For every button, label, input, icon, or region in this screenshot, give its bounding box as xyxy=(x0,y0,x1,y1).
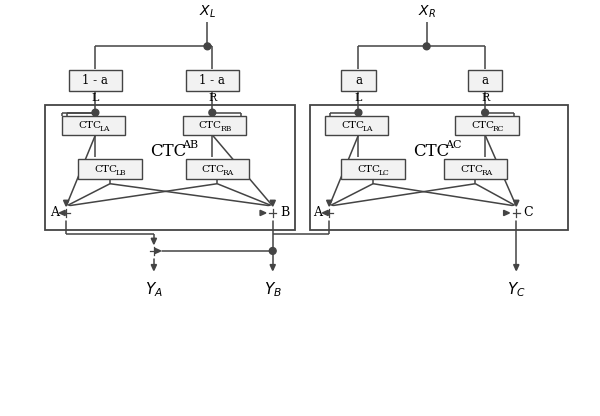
Text: LB: LB xyxy=(116,169,127,177)
Text: RA: RA xyxy=(223,169,234,177)
Text: AC: AC xyxy=(445,140,461,150)
FancyBboxPatch shape xyxy=(185,70,239,91)
Text: CTC: CTC xyxy=(472,121,494,130)
Text: RC: RC xyxy=(493,125,505,133)
FancyBboxPatch shape xyxy=(341,70,376,91)
Polygon shape xyxy=(270,200,275,206)
Text: RB: RB xyxy=(220,125,232,133)
Text: $Y_C$: $Y_C$ xyxy=(507,280,526,299)
Polygon shape xyxy=(322,210,328,215)
Text: AB: AB xyxy=(182,140,198,150)
FancyBboxPatch shape xyxy=(310,105,568,230)
Text: B: B xyxy=(280,206,289,219)
FancyBboxPatch shape xyxy=(45,105,295,230)
Text: CTC: CTC xyxy=(341,121,364,130)
Text: LC: LC xyxy=(379,169,389,177)
Text: R: R xyxy=(208,93,217,103)
Circle shape xyxy=(322,206,336,220)
Polygon shape xyxy=(151,238,157,244)
FancyBboxPatch shape xyxy=(325,116,388,135)
FancyBboxPatch shape xyxy=(62,116,125,135)
Text: LA: LA xyxy=(100,125,110,133)
Polygon shape xyxy=(270,265,275,270)
Text: $X_L$: $X_L$ xyxy=(199,4,216,20)
Circle shape xyxy=(209,109,216,116)
Text: CTC: CTC xyxy=(413,143,449,160)
Text: $X_R$: $X_R$ xyxy=(418,4,436,20)
Circle shape xyxy=(269,248,276,254)
Text: $Y_A$: $Y_A$ xyxy=(145,280,163,299)
Text: 1 - a: 1 - a xyxy=(82,74,109,87)
Text: CTC: CTC xyxy=(95,165,118,173)
Circle shape xyxy=(147,244,161,258)
Text: LA: LA xyxy=(362,125,373,133)
Text: RA: RA xyxy=(481,169,493,177)
Text: L: L xyxy=(92,93,99,103)
Text: CTC: CTC xyxy=(78,121,101,130)
Text: a: a xyxy=(355,74,362,87)
Text: A: A xyxy=(50,206,59,219)
Polygon shape xyxy=(503,210,509,215)
Circle shape xyxy=(423,43,430,50)
Text: C: C xyxy=(523,206,533,219)
Text: $Y_B$: $Y_B$ xyxy=(264,280,281,299)
Polygon shape xyxy=(326,200,332,206)
Circle shape xyxy=(482,109,488,116)
Polygon shape xyxy=(155,248,161,254)
Circle shape xyxy=(204,43,211,50)
Text: CTC: CTC xyxy=(202,165,225,173)
Text: L: L xyxy=(355,93,362,103)
FancyBboxPatch shape xyxy=(468,70,502,91)
Text: 1 - a: 1 - a xyxy=(199,74,225,87)
FancyBboxPatch shape xyxy=(182,116,246,135)
Polygon shape xyxy=(59,210,65,215)
Polygon shape xyxy=(514,265,519,270)
Text: CTC: CTC xyxy=(199,121,222,130)
Polygon shape xyxy=(260,210,266,215)
FancyBboxPatch shape xyxy=(79,159,142,179)
Circle shape xyxy=(355,109,362,116)
FancyBboxPatch shape xyxy=(341,159,405,179)
FancyBboxPatch shape xyxy=(444,159,507,179)
FancyBboxPatch shape xyxy=(68,70,122,91)
Circle shape xyxy=(59,206,73,220)
Text: CTC: CTC xyxy=(151,143,187,160)
Text: CTC: CTC xyxy=(358,165,380,173)
Circle shape xyxy=(266,206,280,220)
Polygon shape xyxy=(64,200,69,206)
FancyBboxPatch shape xyxy=(455,116,519,135)
Circle shape xyxy=(92,109,99,116)
Text: A: A xyxy=(313,206,322,219)
Circle shape xyxy=(509,206,523,220)
FancyBboxPatch shape xyxy=(185,159,249,179)
Polygon shape xyxy=(514,200,519,206)
Text: a: a xyxy=(482,74,488,87)
Polygon shape xyxy=(151,265,157,270)
Text: CTC: CTC xyxy=(460,165,483,173)
Text: R: R xyxy=(481,93,489,103)
